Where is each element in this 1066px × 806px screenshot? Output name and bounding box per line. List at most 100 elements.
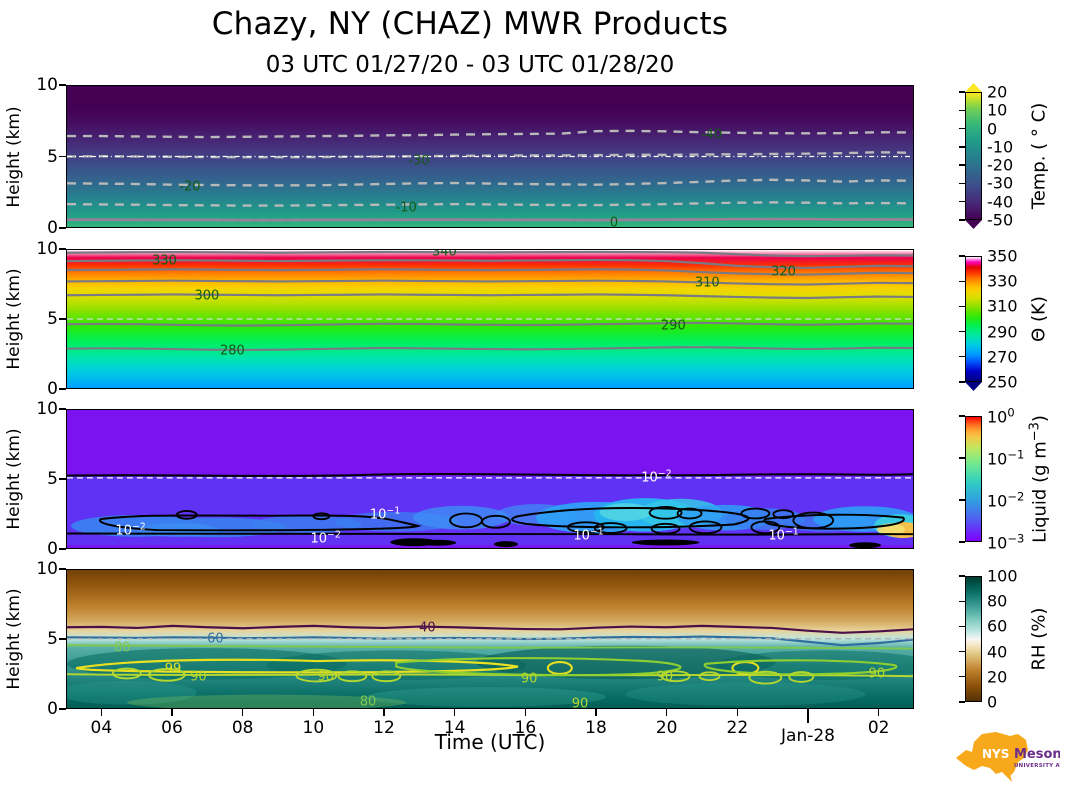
colorbar-tick-label: 330 <box>987 271 1018 291</box>
colorbar-tick <box>959 701 965 703</box>
y-axis-tick <box>59 568 66 570</box>
y-axis-tick <box>59 248 66 250</box>
y-axis-title: Height (km) <box>4 268 24 370</box>
colorbar-tick <box>959 305 965 308</box>
colorbar-tick <box>959 280 965 282</box>
colorbar-tick <box>959 415 965 417</box>
colorbar-tick-label: 100 <box>987 566 1018 586</box>
y-axis-tick <box>59 548 66 550</box>
x-axis-tick <box>312 709 315 716</box>
contour-label: 80 <box>359 694 377 709</box>
contour-label: -20 <box>179 179 201 195</box>
colorbar-tick-label: 310 <box>987 296 1018 316</box>
y-axis-tick <box>59 155 66 158</box>
colorbar-tick-label: 10 <box>987 100 1008 120</box>
x-axis-tick <box>524 709 527 716</box>
x-axis-tick-label: 06 <box>161 718 183 738</box>
contour-label: 90 <box>868 666 886 682</box>
x-axis-day-tick <box>807 709 809 723</box>
colorbar-tick <box>959 201 965 203</box>
colorbar-tick <box>959 164 965 166</box>
colorbar-tick <box>959 91 965 93</box>
x-axis-tick-label: 18 <box>585 718 607 738</box>
x-axis-tick-label: 22 <box>726 718 749 738</box>
colorbar-gradient <box>965 416 982 542</box>
y-axis-title: Height (km) <box>4 105 24 208</box>
x-axis-tick-label: 04 <box>90 718 113 738</box>
y-axis-title: Height (km) <box>4 588 24 690</box>
colorbar-tick <box>959 109 965 111</box>
y-axis-tick <box>59 84 66 86</box>
colorbar-gradient <box>965 92 982 220</box>
colorbar-tick-label: -10 <box>987 137 1014 157</box>
colorbar-tick-label: 60 <box>987 616 1008 636</box>
colorbar-tick-label: 0 <box>987 692 998 712</box>
contour-label: 90 <box>656 669 674 685</box>
colorbar-extend-bottom-arrow <box>965 382 982 391</box>
colorbar-extend-top-arrow <box>965 247 982 256</box>
colorbar-tick-label: -20 <box>987 155 1014 175</box>
colorbar-title: Liquid (g m−3) <box>1027 415 1051 543</box>
colorbar-tick <box>959 575 965 577</box>
colorbar-tick <box>959 127 965 130</box>
colorbar-tick <box>959 356 965 358</box>
contour-label: 10−2 <box>310 529 341 547</box>
y-axis-tick-label: 0 <box>47 218 58 238</box>
panel-temperature: -40 -30 -20 -10 0 <box>66 85 914 228</box>
contour-label: 0 <box>609 215 619 228</box>
contour-label: 80 <box>113 640 131 656</box>
panel-potential-temperature: 330 340 320 310 300 290 280 <box>66 249 914 389</box>
x-axis-tick <box>383 709 385 716</box>
y-axis-tick <box>59 408 66 410</box>
contour-label: 340 <box>431 249 457 260</box>
contour-label: 60 <box>207 631 224 647</box>
x-axis-tick-label: 20 <box>655 718 678 738</box>
x-axis-tick-label: 16 <box>514 718 537 738</box>
y-axis-tick <box>59 708 66 710</box>
y-axis-title: Height (km) <box>4 428 24 530</box>
y-axis-tick <box>59 227 66 229</box>
colorbar-tick-label: 40 <box>987 642 1008 662</box>
contour-label: -30 <box>408 153 430 169</box>
contour-label: 90 <box>520 671 538 686</box>
page-title: Chazy, NY (CHAZ) MWR Products <box>211 6 729 42</box>
contour-label: 300 <box>194 288 220 303</box>
panel-relative-humidity: 40 60 80 99 90 90 90 90 90 90 80 <box>66 569 914 709</box>
colorbar-title: RH (%) <box>1028 607 1050 671</box>
colorbar-title: Θ (K) <box>1028 296 1050 342</box>
y-axis-tick-label: 5 <box>47 469 58 489</box>
colorbar-tick-label: 20 <box>987 82 1008 102</box>
colorbar-tick-label: -30 <box>987 173 1014 193</box>
x-axis-tick-label: 08 <box>231 718 254 738</box>
svg-text:UNIVERSITY AT ALBANY: UNIVERSITY AT ALBANY <box>1014 763 1060 769</box>
colorbar-tick-label: 270 <box>987 347 1018 367</box>
colorbar-tick <box>959 146 965 148</box>
contour-label: 320 <box>771 264 796 280</box>
x-axis-tick-label: 02 <box>867 718 890 738</box>
colorbar-tick <box>959 182 965 185</box>
colorbar-tick-label: 10−3 <box>987 531 1025 553</box>
contour-label: 10−1 <box>573 526 604 544</box>
x-axis-tick <box>877 709 880 716</box>
colorbar-tick-label: -50 <box>987 210 1014 230</box>
y-axis-tick-label: 5 <box>47 146 58 167</box>
y-axis-tick <box>59 478 66 480</box>
colorbar-tick-label: 80 <box>987 591 1008 611</box>
x-axis-title: Time (UTC) <box>434 730 546 754</box>
y-axis-tick <box>59 388 66 390</box>
colorbar-tick <box>959 650 965 653</box>
y-axis-tick-label: 10 <box>36 559 58 579</box>
contour-label: 10−1 <box>768 526 799 544</box>
colorbar-extend-bottom-arrow <box>965 220 982 229</box>
contour-label: -40 <box>700 127 723 143</box>
y-axis-tick <box>59 318 66 320</box>
y-axis-tick-label: 5 <box>47 309 58 329</box>
contour-label: 10−2 <box>115 521 146 539</box>
contour-label: 40 <box>419 620 436 636</box>
x-axis-tick <box>665 709 668 716</box>
colorbar-tick <box>959 457 965 459</box>
colorbar-tick <box>959 330 965 333</box>
colorbar-tick-label: 10−1 <box>987 447 1025 469</box>
y-axis-tick-label: 0 <box>47 539 58 559</box>
colorbar-tick <box>959 625 965 628</box>
